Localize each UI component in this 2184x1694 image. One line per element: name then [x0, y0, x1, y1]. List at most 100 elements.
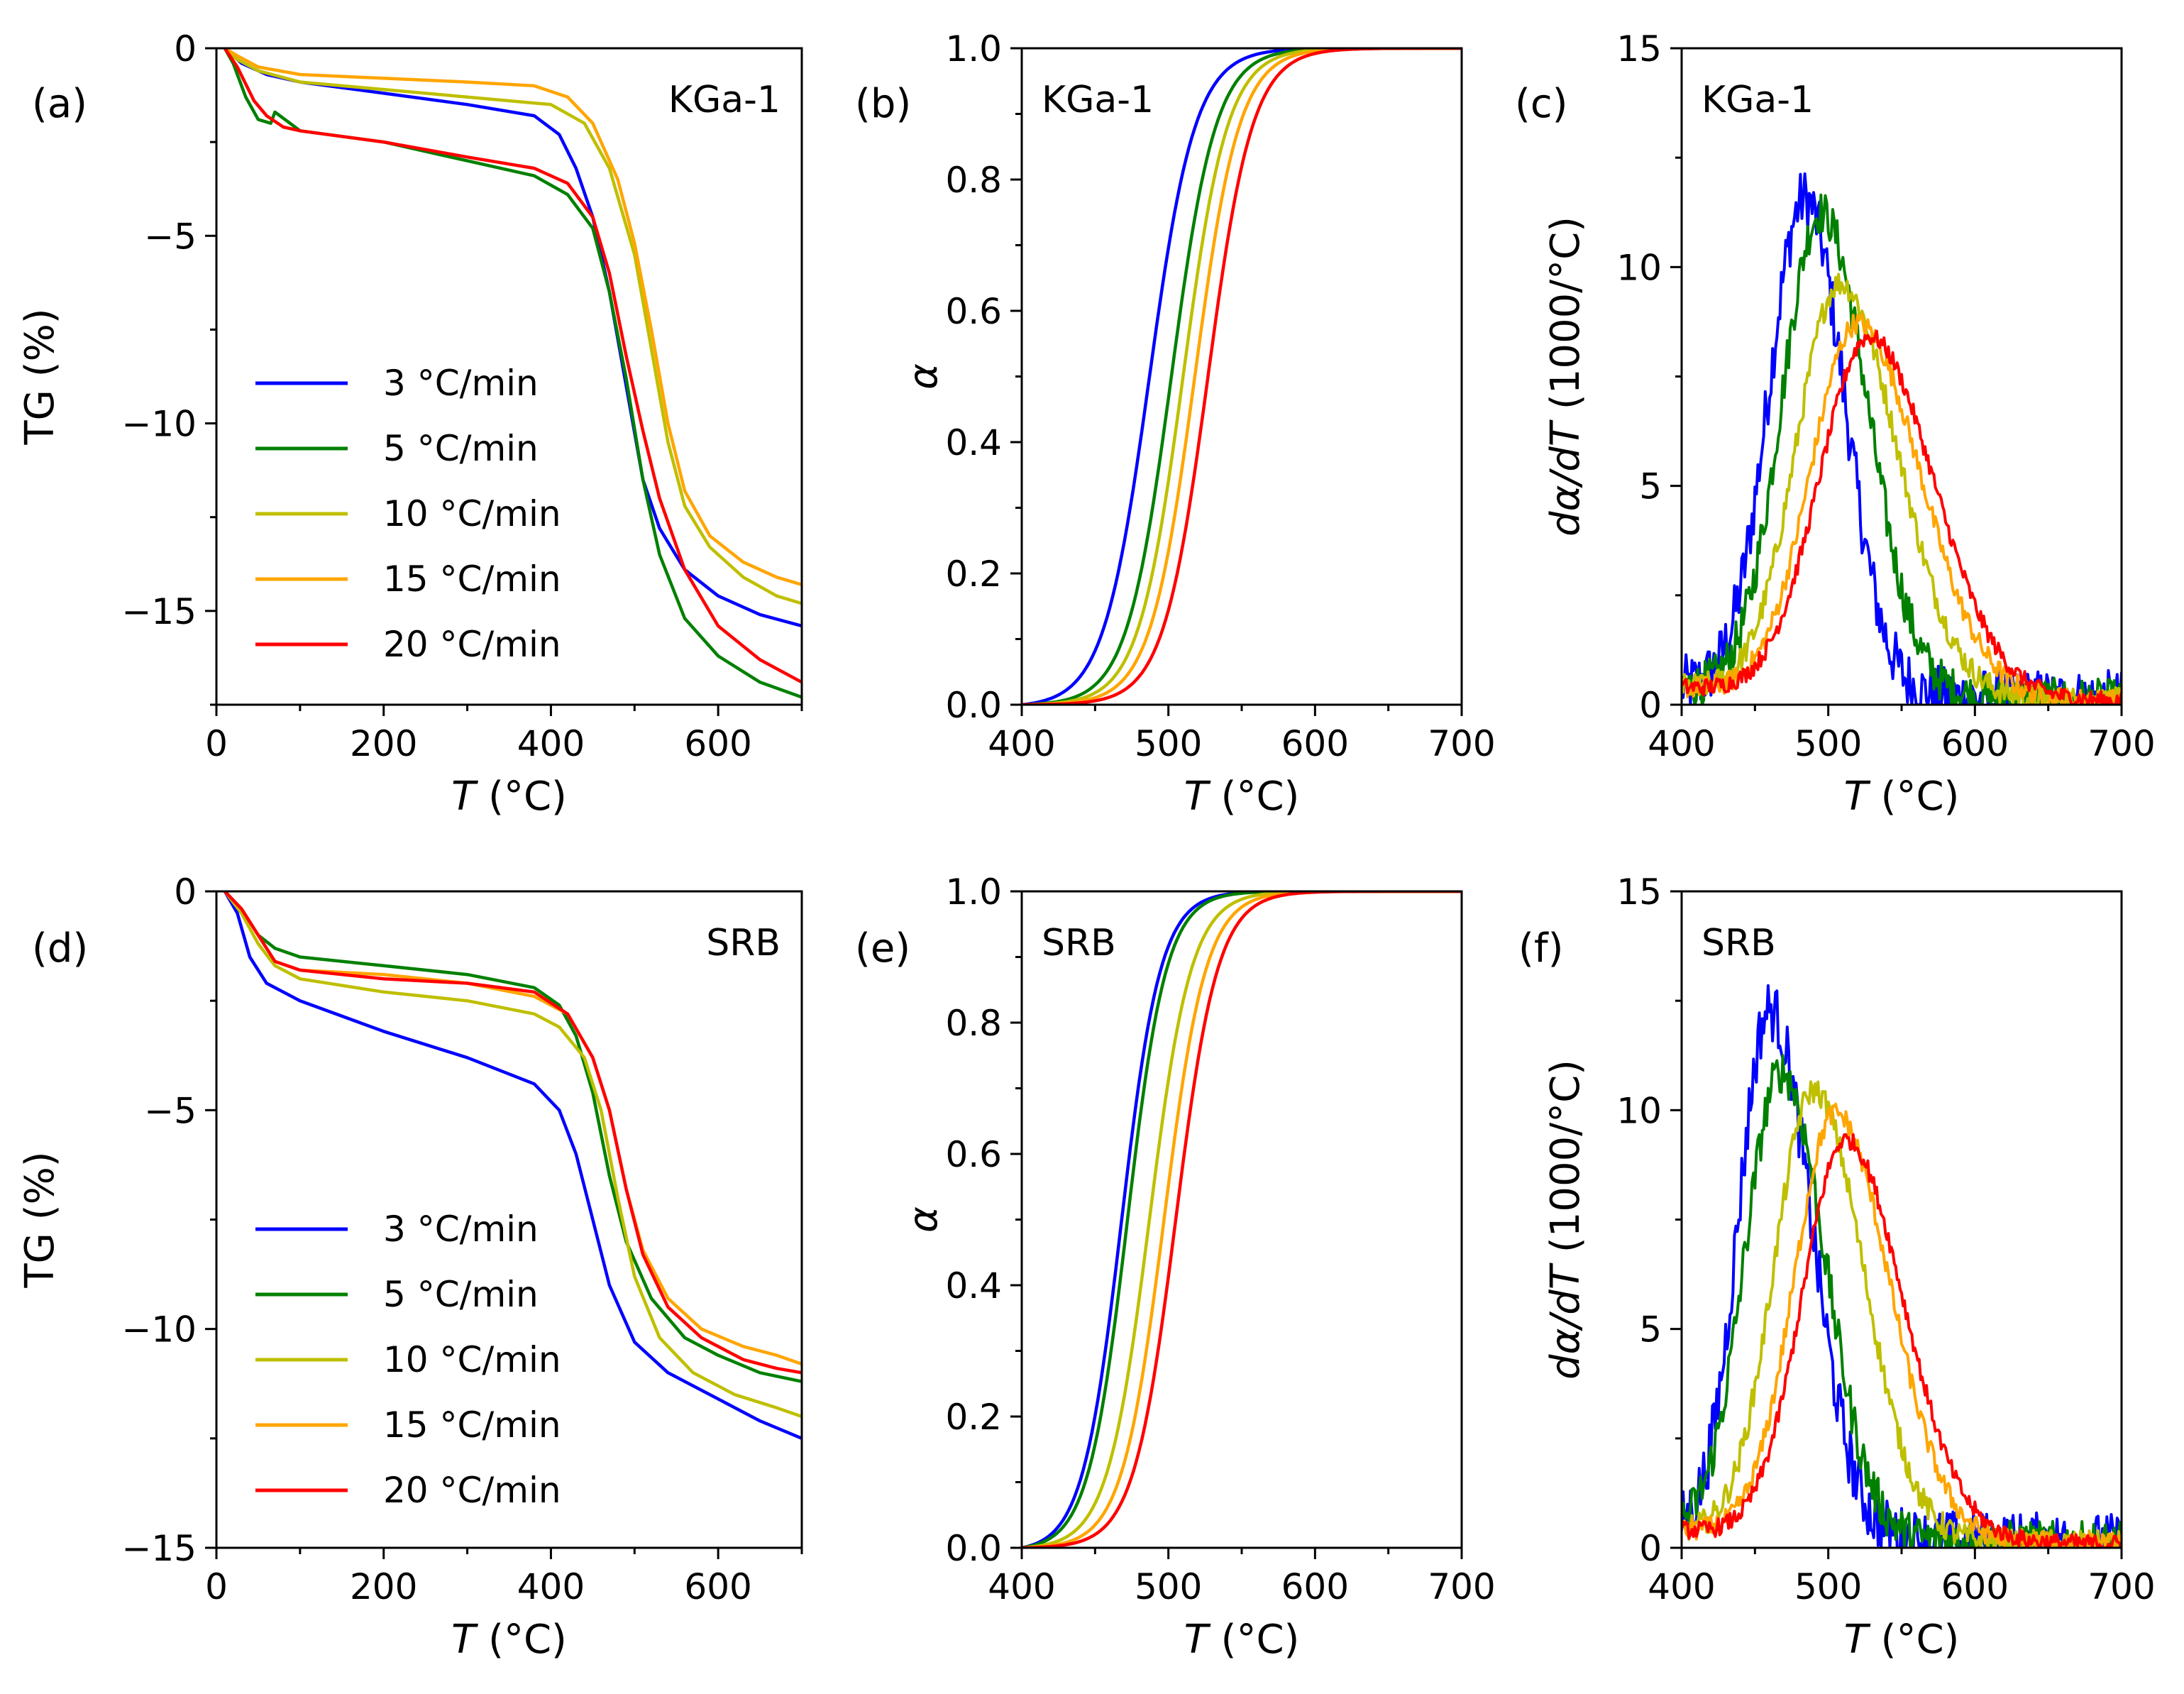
series-line-10-cpm: [223, 891, 802, 1419]
y-tick-label: 1.0: [945, 28, 1002, 70]
y-axis-title: TG (%): [17, 308, 63, 445]
legend-entry: 5 °C/min: [383, 1274, 539, 1315]
panel-c: 400 500 600 700 0 5 10 15 T (°C) dα/dT (1000/°C) (…: [1515, 28, 2156, 820]
panel-tag: (d): [32, 925, 88, 972]
series-line-5-cpm: [1682, 1054, 2122, 1548]
y-tick-label: 0: [1639, 1528, 1662, 1569]
y-axis-title: dα/dT (1000/°C): [1543, 216, 1589, 537]
panel-a: 0 200 400 600 0 −5 −10 −15 T (°C) TG (%) (a) KGa-1 3…: [17, 28, 803, 820]
series-line-3-cpm: [223, 891, 802, 1441]
series-group: [1682, 172, 2122, 705]
panel-d: 0 200 400 600 0 −5 −10 −15 T (°C) TG (%) (d) SRB 3 °…: [17, 871, 803, 1663]
x-tick-label: 600: [684, 1566, 751, 1607]
legend-entry: 5 °C/min: [383, 428, 539, 469]
legend: 3 °C/min 5 °C/min 10 °C/min 15 °C/min 20 °C/…: [255, 363, 561, 665]
x-tick-label: 400: [988, 723, 1055, 764]
series-group: [1022, 891, 1462, 1548]
series-group: [223, 891, 802, 1441]
series-line-5-cpm: [223, 48, 802, 699]
y-tick-label: −5: [144, 216, 197, 257]
x-axis-title: T (°C): [451, 1617, 567, 1663]
y-tick-label: 0.0: [945, 685, 1002, 726]
series-line-10-cpm: [1682, 1080, 2122, 1548]
series-line-20-cpm: [1022, 891, 1462, 1548]
legend-entry: 10 °C/min: [383, 493, 561, 534]
series-line-20-cpm: [1682, 1133, 2122, 1548]
series-line-5-cpm: [1682, 193, 2122, 705]
x-tick-label: 500: [1135, 723, 1202, 764]
y-tick-label: 10: [1616, 247, 1662, 288]
sample-label: KGa-1: [1702, 79, 1814, 121]
x-tick-label: 400: [988, 1566, 1055, 1607]
series-group: [1022, 48, 1462, 705]
x-axis-title: T (°C): [1844, 1617, 1960, 1663]
x-tick-label: 600: [1941, 723, 2009, 764]
series-line-5-cpm: [1022, 48, 1462, 705]
x-tick-label: 700: [2088, 723, 2155, 764]
legend: 3 °C/min 5 °C/min 10 °C/min 15 °C/min 20 °C/…: [255, 1209, 561, 1511]
y-tick-label: 15: [1616, 28, 1662, 70]
series-line-15-cpm: [1022, 891, 1462, 1548]
x-tick-label: 400: [517, 723, 585, 764]
y-tick-label: 0.0: [945, 1528, 1002, 1569]
x-tick-label: 500: [1794, 723, 1862, 764]
x-tick-label: 500: [1794, 1566, 1862, 1607]
panel-tag: (a): [32, 81, 87, 127]
x-axis-title: T (°C): [1184, 774, 1300, 820]
series-line-3-cpm: [1682, 984, 2122, 1548]
x-tick-label: 0: [205, 1566, 228, 1607]
panel-tag: (e): [855, 925, 910, 972]
legend-entry: 3 °C/min: [383, 363, 539, 404]
panel-f: 400 500 600 700 0 5 10 15 T (°C) dα/dT (1000/°C) (…: [1518, 871, 2156, 1663]
series-line-20-cpm: [1022, 48, 1462, 705]
x-tick-label: 400: [517, 1566, 585, 1607]
series-line-10-cpm: [1682, 273, 2122, 705]
y-tick-label: 0.2: [945, 554, 1002, 595]
y-tick-label: 0: [174, 871, 197, 913]
x-axis-title: T (°C): [1844, 774, 1960, 820]
panel-b: 400 500 600 700 0.0 0.2 0.4 0.6 0.8 1.0 T (°C) α (b)…: [855, 28, 1496, 820]
series-group: [1682, 984, 2122, 1548]
legend-entry: 20 °C/min: [383, 624, 561, 665]
y-tick-label: 15: [1616, 871, 1662, 913]
x-tick-label: 600: [1281, 1566, 1349, 1607]
x-tick-label: 500: [1135, 1566, 1202, 1607]
series-group: [223, 48, 802, 699]
series-line-15-cpm: [223, 48, 802, 587]
x-tick-label: 400: [1648, 1566, 1715, 1607]
y-axis-title: dα/dT (1000/°C): [1543, 1060, 1589, 1380]
sample-label: KGa-1: [1042, 79, 1154, 121]
x-tick-label: 0: [205, 723, 228, 764]
panel-tag: (c): [1515, 81, 1567, 127]
y-tick-label: −5: [144, 1090, 197, 1131]
series-line-20-cpm: [223, 48, 802, 684]
legend-entry: 20 °C/min: [383, 1470, 561, 1511]
legend-entry: 15 °C/min: [383, 1404, 561, 1446]
series-line-10-cpm: [223, 48, 802, 605]
plot-frame: [1020, 47, 1463, 706]
legend-entry: 10 °C/min: [383, 1339, 561, 1380]
series-line-20-cpm: [1682, 329, 2122, 705]
x-tick-label: 600: [684, 723, 751, 764]
series-line-3-cpm: [1022, 891, 1462, 1548]
x-tick-label: 400: [1648, 723, 1715, 764]
y-tick-label: 0.8: [945, 160, 1002, 201]
y-tick-label: 5: [1639, 1309, 1662, 1351]
y-tick-label: 0.4: [945, 1265, 1002, 1307]
y-axis-title: α: [900, 1206, 947, 1233]
series-line-15-cpm: [1022, 48, 1462, 705]
legend-entry: 3 °C/min: [383, 1209, 539, 1250]
y-axis-title: TG (%): [17, 1151, 63, 1288]
x-axis-title: T (°C): [451, 774, 567, 820]
sample-label: SRB: [1702, 922, 1776, 964]
sample-label: SRB: [1042, 922, 1116, 964]
plot-frame: [215, 47, 803, 706]
y-tick-label: 0.6: [945, 1134, 1002, 1175]
x-axis-title: T (°C): [1184, 1617, 1300, 1663]
y-tick-label: 10: [1616, 1090, 1662, 1131]
x-tick-label: 700: [2088, 1566, 2155, 1607]
x-tick-label: 700: [1428, 723, 1495, 764]
y-tick-label: 0.2: [945, 1397, 1002, 1438]
y-axis-title: α: [900, 363, 947, 390]
